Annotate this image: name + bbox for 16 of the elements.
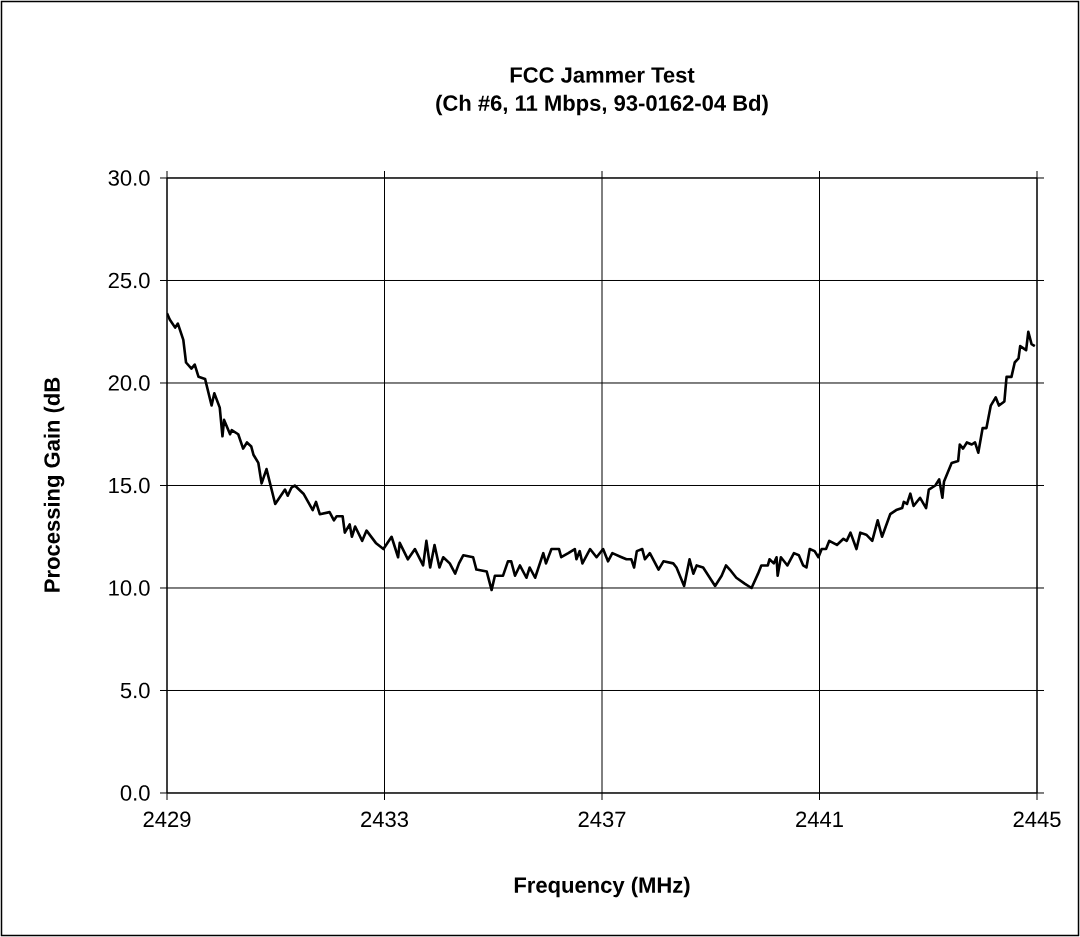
y-tick-label: 25.0 bbox=[108, 272, 150, 289]
x-axis-title: Frequency (MHz) bbox=[514, 876, 690, 898]
chart-title: FCC Jammer Test bbox=[510, 67, 695, 83]
x-tick-label: 2429 bbox=[143, 811, 191, 828]
y-tick-label: 30.0 bbox=[108, 170, 150, 186]
x-tick-label: 2437 bbox=[578, 811, 626, 828]
y-tick-label: 15.0 bbox=[109, 477, 150, 494]
y-tick-label: 5.0 bbox=[120, 682, 150, 699]
y-axis-title: Processing Gain (dB bbox=[43, 377, 65, 592]
y-tick-label: 10.0 bbox=[109, 580, 150, 596]
y-tick-label: 20.0 bbox=[108, 375, 150, 391]
x-tick-label: 2433 bbox=[361, 811, 408, 828]
x-tick-label: 2445 bbox=[1013, 811, 1061, 828]
y-tick-label: 0.0 bbox=[120, 785, 150, 801]
chart-subtitle: (Ch #6, 11 Mbps, 93-0162-04 Bd) bbox=[436, 94, 768, 116]
x-tick-label: 2441 bbox=[796, 811, 843, 827]
